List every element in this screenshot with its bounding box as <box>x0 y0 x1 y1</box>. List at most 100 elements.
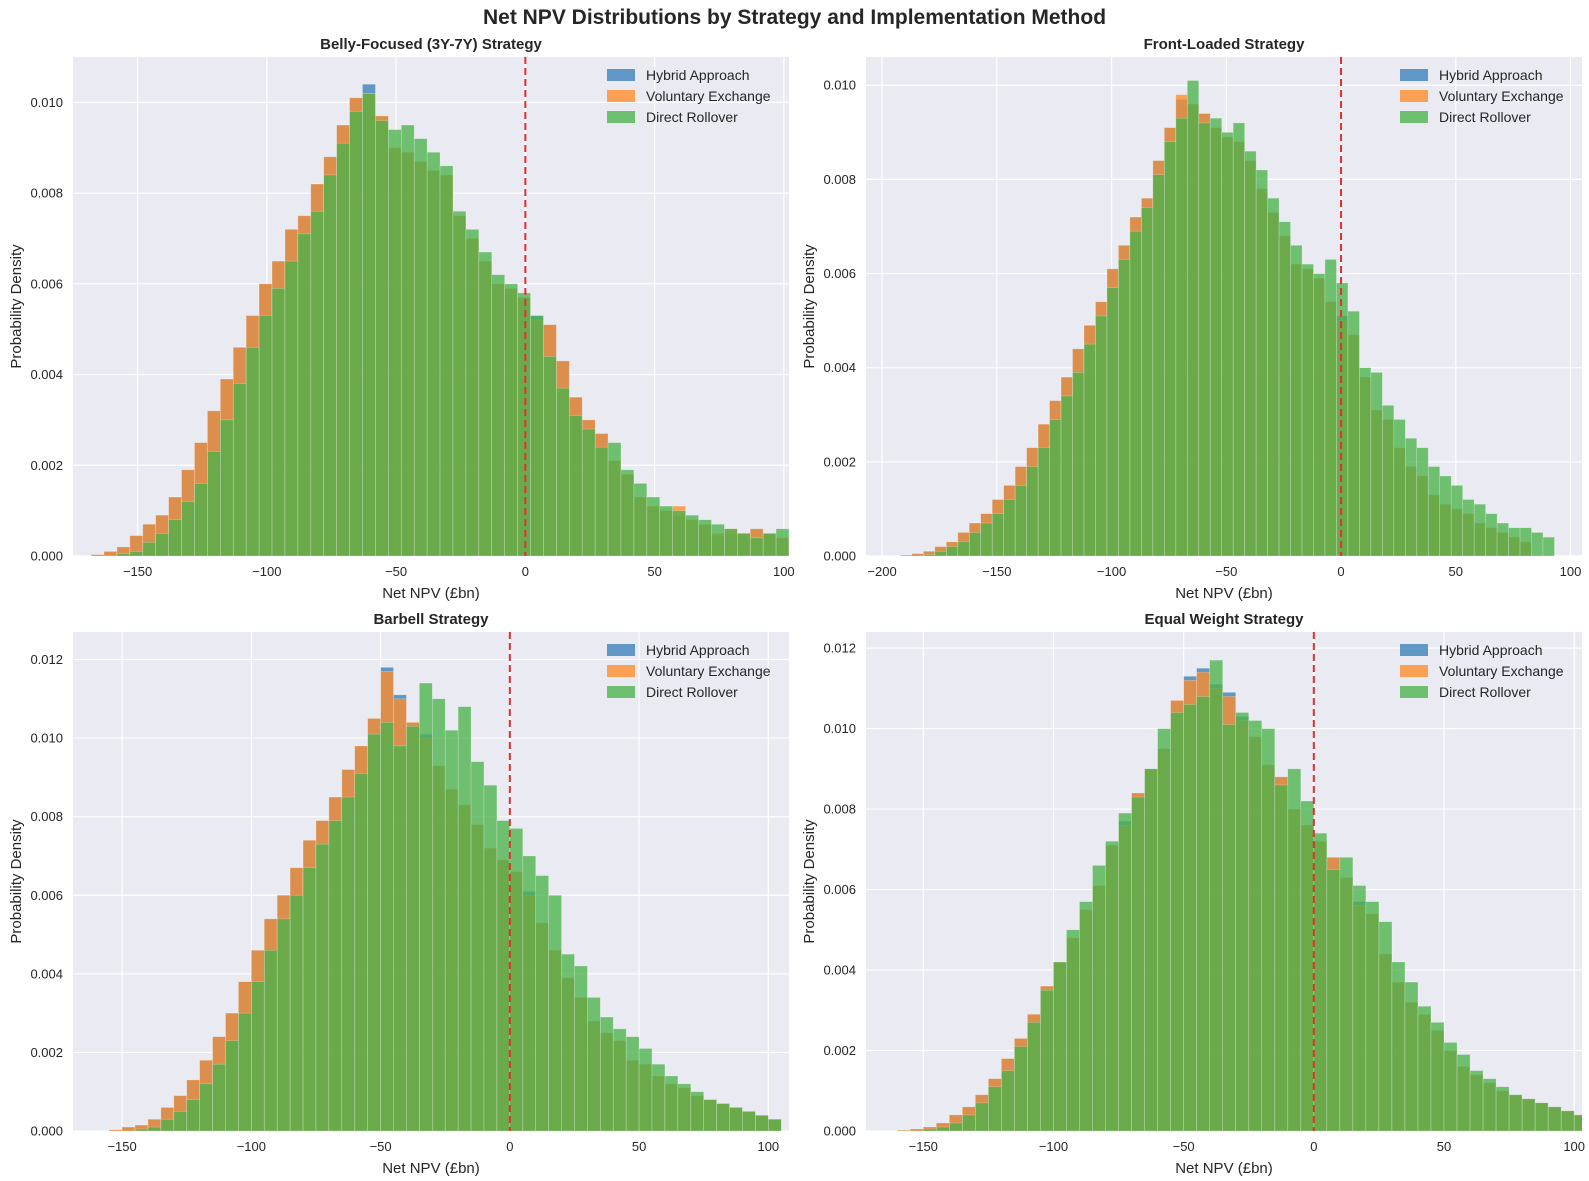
histogram-bar <box>988 1086 1002 1131</box>
histogram-bar <box>465 229 480 556</box>
x-axis-label: Net NPV (£bn) <box>1175 1160 1273 1177</box>
legend-label: Voluntary Exchange <box>1439 663 1564 679</box>
legend-swatch <box>1400 686 1428 698</box>
histogram-bar <box>129 551 144 556</box>
histogram-bar <box>1144 768 1158 1131</box>
histogram-bar <box>1261 728 1276 1131</box>
x-tick-label: 50 <box>1437 1139 1451 1154</box>
histogram-bar <box>923 554 936 556</box>
y-tick-label: 0.012 <box>823 641 856 656</box>
y-tick-label: 0.008 <box>823 802 856 817</box>
histogram-bar <box>1053 961 1067 1131</box>
histogram-bar <box>444 729 459 1131</box>
histogram-bar <box>452 210 467 556</box>
y-tick-label: 0.004 <box>823 963 856 978</box>
histogram-bar <box>1092 865 1106 1131</box>
histogram-bar <box>755 1114 769 1131</box>
histogram-bar <box>419 682 433 1131</box>
histogram-bar <box>225 1040 239 1131</box>
x-tick-label: −200 <box>867 564 896 579</box>
y-tick-label: 0.010 <box>823 721 856 736</box>
histogram-bar <box>108 1129 123 1131</box>
panel-belly-focused: −150 −100 −50 0 50 100 0.000 0.002 0.004 0.006 0.0… <box>8 36 795 602</box>
histogram-bar <box>1014 1046 1028 1131</box>
histogram-bar <box>749 537 764 556</box>
histogram-bar <box>1404 438 1418 556</box>
legend-label: Voluntary Exchange <box>646 663 771 679</box>
legend-swatch <box>1400 90 1428 102</box>
histogram-bar <box>271 288 286 556</box>
histogram-bar <box>1131 796 1145 1131</box>
histogram-bar <box>1473 503 1486 556</box>
histogram-bar <box>336 142 350 556</box>
y-axis-label: Probability Density <box>801 819 818 944</box>
y-tick-label: 0.010 <box>30 731 63 746</box>
histogram-bar <box>134 1128 149 1131</box>
histogram-bar <box>284 260 299 556</box>
histogram-bar <box>1175 117 1188 556</box>
histogram-bar <box>1495 1086 1510 1131</box>
y-tick-label: 0.006 <box>30 276 63 291</box>
histogram-bar <box>1170 712 1184 1131</box>
histogram-bar <box>664 1075 679 1131</box>
histogram-bar <box>1290 245 1303 556</box>
chart-title: Equal Weight Strategy <box>1145 611 1305 628</box>
histogram-bar <box>121 1126 136 1131</box>
histogram-bar <box>491 274 505 556</box>
histogram-bar <box>980 522 993 556</box>
histogram-bar <box>1443 1042 1458 1131</box>
histogram-bar <box>238 1012 252 1131</box>
histogram-bar <box>1152 174 1165 556</box>
legend-swatch <box>1400 665 1428 677</box>
x-tick-label: −100 <box>1039 1139 1068 1154</box>
x-tick-label: 100 <box>773 564 795 579</box>
histogram-bar <box>1430 1022 1445 1131</box>
histogram-bar <box>142 542 157 556</box>
histogram-bar <box>1370 372 1383 556</box>
histogram-bar <box>1222 724 1237 1131</box>
histogram-bar <box>1244 150 1257 556</box>
histogram-bar <box>349 111 363 556</box>
histogram-bar <box>1393 419 1406 556</box>
y-tick-label: 0.010 <box>823 78 856 93</box>
histogram-bar <box>1300 800 1315 1131</box>
histogram-bar <box>160 1118 175 1131</box>
legend: Hybrid Approach Voluntary Exchange Direct … <box>607 67 771 125</box>
histogram-bar <box>1508 527 1521 556</box>
x-tick-label: −50 <box>370 1139 392 1154</box>
histogram-bar <box>1347 310 1360 556</box>
histogram-bar <box>1026 466 1039 556</box>
histogram-bar <box>354 773 368 1131</box>
histogram-bar <box>1209 659 1223 1131</box>
histogram-bar <box>276 918 291 1131</box>
histogram-bar <box>1365 901 1380 1131</box>
histogram-bar <box>911 553 924 556</box>
x-tick-label: −150 <box>909 1139 938 1154</box>
legend-label: Direct Rollover <box>1439 684 1531 700</box>
histogram-bar <box>1521 1098 1536 1131</box>
histogram-bar <box>768 1118 782 1131</box>
legend-label: Hybrid Approach <box>646 67 750 83</box>
histogram-bar <box>896 1129 911 1131</box>
histogram-bar <box>470 761 485 1131</box>
histogram-bar <box>1129 230 1142 556</box>
histogram-bar <box>620 469 635 556</box>
figure-title: Net NPV Distributions by Strategy and Im… <box>482 6 1107 29</box>
histogram-bar <box>289 894 304 1131</box>
y-tick-label: 0.000 <box>30 549 63 564</box>
x-axis-label: Net NPV (£bn) <box>382 1160 480 1177</box>
legend-swatch <box>607 69 635 81</box>
histogram-bar <box>638 1048 653 1131</box>
histogram-bar <box>509 828 524 1131</box>
legend-label: Voluntary Exchange <box>646 88 771 104</box>
histogram-bar <box>315 843 330 1131</box>
x-tick-label: 100 <box>1560 564 1582 579</box>
series-direct-rollover <box>134 682 782 1131</box>
histogram-bar <box>1196 696 1210 1131</box>
histogram-bar <box>251 981 265 1131</box>
x-tick-label: 100 <box>757 1139 779 1154</box>
x-tick-label: −50 <box>385 564 407 579</box>
histogram-bar <box>625 1036 640 1131</box>
histogram-bar <box>1157 728 1171 1131</box>
histogram-bar <box>1274 784 1289 1131</box>
